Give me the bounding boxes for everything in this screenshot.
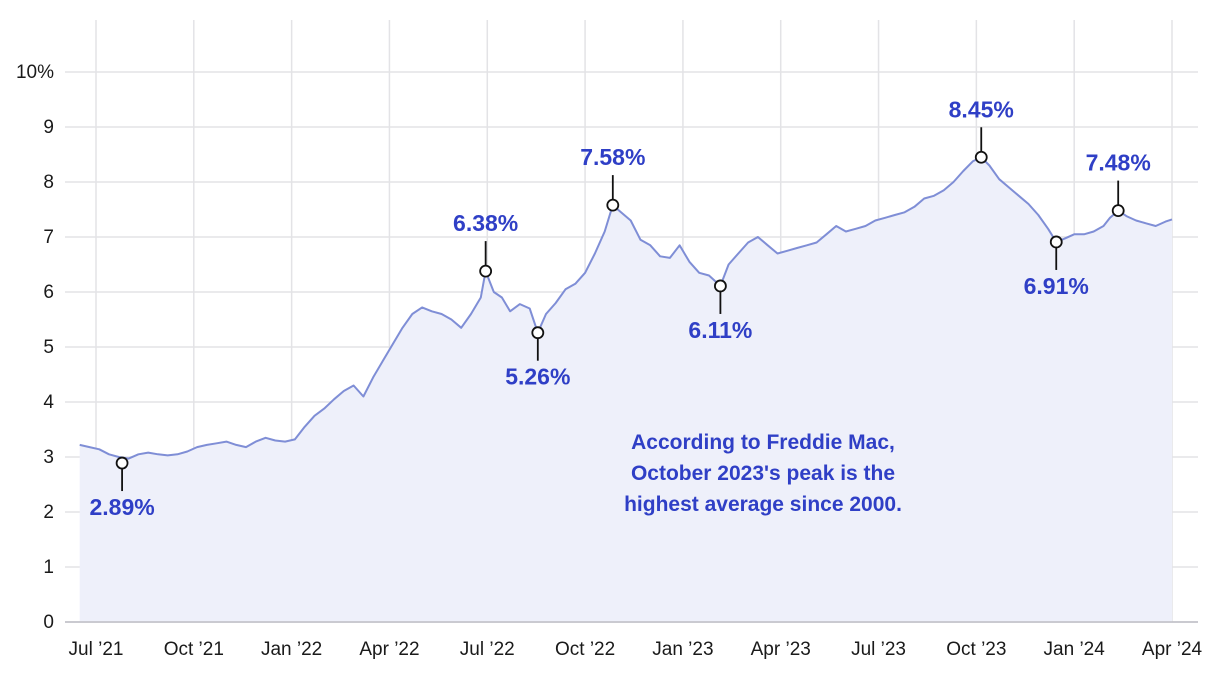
rate-area-fill <box>79 157 1173 623</box>
callout-label: 6.38% <box>453 210 518 236</box>
y-tick-label: 10% <box>16 62 54 83</box>
axes: 0 1 2 3 4 5 6 7 8 9 10% Jul ’21 Oct ’21 Jan ’22 Apr ’2… <box>16 62 1203 660</box>
x-tick-label: Apr ’22 <box>359 639 419 660</box>
callout-label: 2.89% <box>89 494 154 520</box>
callout-label: 7.58% <box>580 144 645 170</box>
y-tick-label: 5 <box>43 337 54 358</box>
x-tick-label: Apr ’24 <box>1142 639 1203 660</box>
note-line: October 2023's peak is the <box>631 462 895 485</box>
callout-label: 6.11% <box>688 317 752 343</box>
x-tick-label: Oct ’21 <box>164 639 224 660</box>
callout-label: 5.26% <box>505 364 570 390</box>
callouts: 2.89% 6.38% 5.26% 7.58% 6.11% 8.45% 6.91% 7.48% <box>89 96 1150 520</box>
rate-series <box>79 156 1173 623</box>
x-tick-label: Oct ’22 <box>555 639 615 660</box>
note-line: According to Freddie Mac, <box>631 431 895 454</box>
callout-label: 6.91% <box>1024 273 1089 299</box>
callout-label: 8.45% <box>949 96 1014 122</box>
callout-marker <box>714 279 727 293</box>
y-tick-label: 3 <box>43 447 54 468</box>
x-tick-label: Oct ’23 <box>946 639 1006 660</box>
note-line: highest average since 2000. <box>624 493 902 516</box>
x-tick-label: Jan ’22 <box>261 639 322 660</box>
y-tick-label: 1 <box>43 557 54 578</box>
x-tick-label: Jul ’22 <box>460 639 515 660</box>
callout-marker <box>1111 204 1125 218</box>
y-tick-label: 8 <box>43 172 54 193</box>
callout-label: 7.48% <box>1086 150 1151 176</box>
callout-marker <box>531 326 545 340</box>
callout-marker <box>479 264 493 278</box>
x-tick-label: Jan ’23 <box>652 639 713 660</box>
x-tick-label: Jan ’24 <box>1044 639 1106 660</box>
x-tick-label: Jul ’23 <box>851 639 906 660</box>
y-tick-label: 0 <box>43 612 54 633</box>
y-tick-label: 2 <box>43 502 54 523</box>
y-tick-label: 9 <box>43 117 54 138</box>
rate-line <box>79 156 1173 460</box>
y-tick-label: 4 <box>43 392 54 413</box>
callout-marker <box>974 150 988 164</box>
x-tick-label: Apr ’23 <box>751 639 811 660</box>
callout-marker <box>115 456 129 470</box>
callout-marker <box>606 198 620 212</box>
y-tick-label: 6 <box>43 282 54 303</box>
y-tick-label: 7 <box>43 227 54 248</box>
x-tick-label: Jul ’21 <box>69 639 124 660</box>
callout-marker <box>1049 235 1063 249</box>
freddie-mac-note: According to Freddie Mac, October 2023's … <box>624 431 902 516</box>
